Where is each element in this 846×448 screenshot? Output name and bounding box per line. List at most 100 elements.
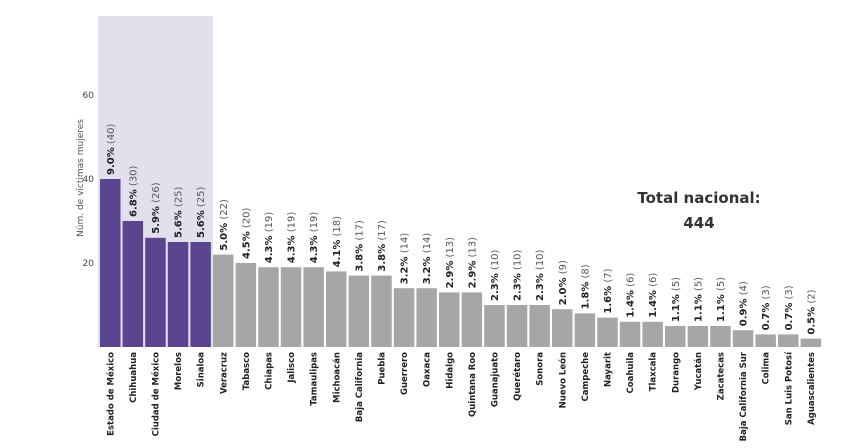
- data-label: 1.8% (8): [580, 264, 591, 309]
- bar: [280, 267, 302, 347]
- data-label: 4.3% (19): [264, 212, 275, 264]
- bar: [213, 254, 234, 347]
- category-label: Yucatán: [694, 352, 704, 391]
- bar: [506, 305, 528, 347]
- bar: [348, 275, 370, 347]
- data-label: 4.1% (18): [332, 216, 343, 268]
- data-label: 5.6% (25): [174, 186, 185, 238]
- category-label: Guerrero: [400, 352, 410, 395]
- bar: [122, 221, 144, 347]
- category-label: Aguascalientes: [807, 352, 817, 425]
- category-label: Nuevo León: [557, 352, 568, 408]
- y-tick-label: 20: [83, 259, 95, 269]
- category-label: Baja California Sur: [739, 351, 749, 441]
- bar: [755, 334, 776, 347]
- data-label: 5.9% (26): [151, 182, 162, 234]
- bar: [303, 267, 324, 347]
- category-label: Coahuila: [626, 352, 636, 394]
- category-label: Sonora: [536, 352, 546, 386]
- data-label: 2.9% (13): [467, 237, 478, 289]
- bar: [371, 275, 392, 347]
- data-label: 4.3% (19): [287, 212, 298, 264]
- bar: [393, 288, 415, 347]
- y-tick-label: 40: [83, 175, 95, 185]
- bar: [619, 321, 641, 347]
- category-label: Michoacán: [332, 352, 342, 403]
- data-label: 5.6% (25): [196, 186, 207, 238]
- data-label: 3.8% (17): [377, 220, 388, 272]
- data-label: 3.8% (17): [354, 220, 365, 272]
- category-label: Chiapas: [264, 352, 274, 390]
- bar: [687, 326, 709, 347]
- bar: [778, 334, 799, 347]
- bar: [235, 263, 257, 347]
- category-label: Hidalgo: [445, 352, 455, 389]
- data-label: 2.0% (9): [558, 260, 569, 305]
- category-label: Durango: [671, 352, 681, 393]
- category-label: Puebla: [377, 352, 387, 385]
- bar: [416, 288, 437, 347]
- y-tick-label: 60: [83, 91, 95, 101]
- category-label: Tabasco: [242, 352, 252, 390]
- category-label: Querétaro: [512, 352, 523, 401]
- bar: [258, 267, 279, 347]
- data-label: 2.3% (10): [535, 249, 546, 301]
- bar: [800, 338, 822, 347]
- bar: [326, 271, 347, 347]
- category-labels: Estado de México Chihuahua Ciudad de Méxic…: [105, 351, 817, 441]
- data-label: 1.1% (5): [671, 277, 682, 322]
- bar: [529, 305, 550, 347]
- bar: [167, 242, 189, 347]
- data-label: 0.9% (4): [739, 281, 750, 326]
- bar: [461, 292, 483, 347]
- category-label: Tamaulipas: [310, 352, 320, 406]
- data-label: 1.1% (5): [716, 277, 727, 322]
- total-annotation-title: Total nacional:: [637, 189, 760, 207]
- category-label: Colima: [762, 352, 772, 385]
- y-axis-label: Núm. de víctimas mujeres: [76, 119, 86, 237]
- y-axis: 20 40 60: [83, 91, 95, 269]
- category-label: Sinaloa: [197, 352, 207, 388]
- category-label: Estado de México: [105, 352, 116, 436]
- bar: [732, 330, 754, 347]
- category-label: Guanajuato: [490, 352, 500, 407]
- data-label: 1.1% (5): [693, 277, 704, 322]
- category-label: Nayarit: [603, 352, 613, 387]
- data-labels: 9.0% (40) 6.8% (30) 5.9% (26) 5.6% (25) 5.6%…: [106, 123, 818, 334]
- category-label: Ciudad de México: [150, 352, 161, 437]
- data-label: 3.2% (14): [422, 233, 433, 285]
- data-label: 1.6% (7): [603, 268, 614, 313]
- bars: [100, 179, 822, 347]
- category-label: San Luis Potosí: [784, 351, 794, 425]
- data-label: 0.7% (3): [761, 285, 772, 330]
- bar: [190, 242, 211, 347]
- category-label: Campeche: [581, 352, 591, 402]
- category-label: Chihuahua: [129, 352, 139, 403]
- bar: [100, 179, 121, 347]
- bar: [710, 326, 731, 347]
- data-label: 9.0% (40): [106, 123, 117, 175]
- category-label: Zacatecas: [716, 352, 726, 400]
- category-label: Jalisco: [287, 352, 297, 384]
- bar: [552, 309, 573, 347]
- bar: [145, 237, 166, 347]
- data-label: 1.4% (6): [648, 273, 659, 318]
- bar: [597, 317, 618, 347]
- data-label: 0.5% (2): [806, 289, 817, 334]
- data-label: 6.8% (30): [128, 165, 139, 217]
- bar: [574, 313, 596, 347]
- data-label: 2.9% (13): [445, 237, 456, 289]
- data-label: 1.4% (6): [626, 273, 637, 318]
- bar: [439, 292, 460, 347]
- data-label: 4.5% (20): [241, 207, 252, 259]
- category-label: Quintana Roo: [468, 352, 478, 417]
- category-label: Oaxaca: [423, 352, 433, 387]
- category-label: Veracruz: [219, 352, 229, 394]
- bar: [642, 321, 663, 347]
- data-label: 3.2% (14): [400, 233, 411, 285]
- data-label: 4.3% (19): [309, 212, 320, 264]
- total-annotation-value: 444: [683, 214, 714, 232]
- data-label: 0.7% (3): [784, 285, 795, 330]
- category-label: Tlaxcala: [649, 352, 659, 392]
